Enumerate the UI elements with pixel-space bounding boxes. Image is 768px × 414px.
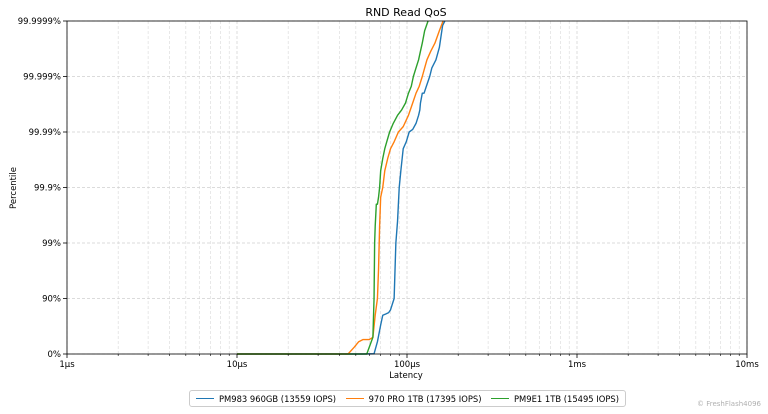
legend-swatch-pm983 (196, 398, 214, 399)
legend-label-970pro: 970 PRO 1TB (17395 IOPS) (368, 393, 482, 404)
legend-swatch-970pro (345, 398, 364, 399)
legend-item-pm983: PM983 960GB (13559 IOPS) (196, 394, 336, 404)
y-tick-label: 99.9999% (18, 17, 61, 27)
x-tick-label: 10µs (227, 360, 248, 370)
chart-background (0, 0, 768, 390)
series-line-2 (237, 20, 429, 355)
x-tick-label: 10ms (735, 360, 759, 370)
series-line-1 (237, 20, 444, 355)
chart-legend: PM983 960GB (13559 IOPS) 970 PRO 1TB (17… (189, 390, 626, 407)
legend-label-pm983: PM983 960GB (13559 IOPS) (219, 393, 337, 404)
qos-chart: 1µs 10µs 100µs 1ms 10ms 0% 90% 99% 99.9% 99.99% 99… (0, 0, 768, 390)
x-tick-label: 100µs (394, 360, 421, 370)
y-axis-label: Percentile (9, 167, 19, 209)
x-axis-label: Latency (389, 371, 423, 381)
x-tick-label: 1µs (59, 360, 75, 370)
legend-item-pm9e1: PM9E1 1TB (15495 IOPS) (490, 393, 619, 404)
legend-label-pm9e1: PM9E1 1TB (15495 IOPS) (513, 393, 619, 404)
y-tick-label: 99% (42, 239, 61, 249)
y-tick-label: 90% (42, 295, 61, 305)
y-tick-label: 99.999% (23, 73, 61, 83)
axis-ticks: 1µs 10µs 100µs 1ms 10ms 0% 90% 99% 99.9% 99.99% 99… (18, 17, 760, 370)
chart-title: RND Read QoS (365, 6, 446, 19)
y-tick-label: 0% (48, 350, 62, 360)
y-tick-label: 99.99% (29, 128, 61, 138)
watermark: © FreshFlash4096 (696, 400, 761, 408)
x-tick-label: 1ms (568, 360, 587, 370)
legend-item-970pro: 970 PRO 1TB (17395 IOPS) (345, 393, 482, 404)
series-line-0 (237, 20, 446, 355)
y-tick-label: 99.9% (34, 184, 61, 194)
legend-swatch-pm9e1 (490, 398, 509, 399)
series-layer (237, 20, 446, 355)
